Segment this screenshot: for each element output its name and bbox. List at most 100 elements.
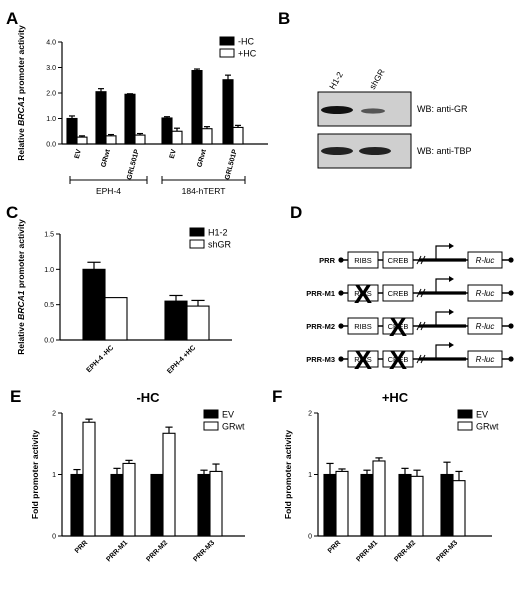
legend-label: -HC [238, 37, 254, 47]
blot-band-gr-h12 [321, 106, 353, 114]
break-mark [420, 354, 426, 364]
y-tick-label: 0.5 [44, 302, 54, 309]
bar-s1 [191, 70, 203, 145]
construct-end-dot [508, 323, 514, 329]
bar-s2 [372, 460, 386, 537]
y-tick-label: 2 [52, 411, 56, 418]
ribs-box [347, 350, 379, 368]
legend-swatch [189, 239, 205, 249]
category-label: EV [169, 148, 178, 159]
ribs-label: RIBS [354, 322, 372, 331]
legend-swatch [203, 409, 219, 419]
y-tick-label: 0.0 [44, 338, 54, 345]
bar-s2 [232, 126, 244, 145]
mutation-x-icon: X [354, 279, 372, 309]
y-tick-label: 0.0 [46, 142, 56, 149]
panel-label-c: C [6, 203, 18, 222]
y-axis-label: Fold promoter activity [283, 430, 293, 520]
tss-arrow-icon [435, 344, 449, 359]
panel-label-a: A [6, 9, 18, 28]
ribs-box [347, 317, 379, 335]
reporter-box [467, 317, 503, 335]
break-mark [420, 255, 426, 265]
ribs-box [347, 251, 379, 269]
bar-s1 [161, 117, 173, 145]
group-label: EPH-4 [96, 186, 121, 196]
blot-row-label-tbp: WB: anti-TBP [417, 146, 472, 156]
bar-s2 [201, 128, 213, 145]
tss-arrowhead-icon [449, 342, 454, 348]
legend-swatch [189, 227, 205, 237]
y-tick-label: 2.0 [46, 91, 56, 98]
bar-s2 [171, 130, 183, 145]
panel-label-f: F [272, 387, 282, 406]
construct-row: PRR-M1 RIBS CREB R-luc X [306, 276, 514, 309]
bar-s1 [110, 473, 124, 537]
ribs-label: RIBS [354, 289, 372, 298]
bar-s1 [82, 268, 106, 341]
y-axis-label: Relative BRCA1 promoter activity [16, 25, 26, 161]
western-blot-panel: H1-2 shGR WB: anti-GR WB: anti-TBP [317, 67, 472, 169]
bar-s2 [105, 135, 117, 145]
legend-swatch [219, 36, 235, 46]
category-label: GRwt [100, 148, 112, 168]
y-tick-label: 3.0 [46, 65, 56, 72]
reporter-label: R-luc [476, 322, 495, 331]
panel-label-e: E [10, 387, 21, 406]
bar-s1 [197, 473, 211, 537]
bar-s1 [323, 473, 337, 537]
bar-s2 [76, 136, 88, 145]
bar-s1 [440, 473, 454, 537]
bar-s1 [124, 93, 136, 145]
bar-s2 [452, 480, 466, 537]
break-mark [416, 354, 422, 364]
y-tick-label: 0 [308, 534, 312, 541]
ribs-label: RIBS [354, 355, 372, 364]
chart-title: +HC [382, 390, 409, 405]
construct-row: PRR RIBS CREB R-luc [319, 243, 514, 269]
mutation-x-icon: X [389, 345, 407, 375]
legend-label: GRwt [476, 422, 499, 432]
y-axis-label-part: Relative [16, 126, 26, 161]
y-axis-label-part: BRCA1 [16, 290, 26, 320]
break-mark [416, 288, 422, 298]
creb-label: CREB [388, 289, 409, 298]
y-axis-label-part: promoter activity [16, 219, 26, 291]
legend-swatch [219, 48, 235, 58]
break-mark [416, 321, 422, 331]
reporter-box [467, 251, 503, 269]
bar-s1 [70, 473, 84, 537]
legend-label: H1-2 [208, 228, 228, 238]
construct-end-dot [508, 257, 514, 263]
reporter-box [467, 284, 503, 302]
y-tick-label: 2 [308, 411, 312, 418]
bar-s2 [209, 470, 223, 537]
blot-band-tbp-shgr [359, 147, 391, 155]
legend-label: shGR [208, 240, 232, 250]
break-mark [416, 255, 422, 265]
y-tick-label: 1.0 [44, 267, 54, 274]
construct-name: PRR-M2 [306, 322, 335, 331]
reporter-label: R-luc [476, 256, 495, 265]
legend-swatch [203, 421, 219, 431]
bar-s1 [164, 300, 188, 341]
y-tick-label: 0 [52, 534, 56, 541]
bar-s1 [150, 473, 164, 537]
y-axis-label: Fold promoter activity [30, 430, 40, 520]
bar-s2 [410, 475, 424, 537]
legend-swatch [457, 421, 473, 431]
y-axis-label: Relative BRCA1 promoter activity [16, 219, 26, 355]
construct-name: PRR-M3 [306, 355, 335, 364]
construct-row: PRR-M3 RIBS CREB R-luc X X [306, 342, 514, 375]
reporter-box [467, 350, 503, 368]
legend-label: EV [222, 410, 234, 420]
bar-s2 [82, 421, 96, 537]
bar-s2 [186, 305, 210, 341]
bar-s2 [122, 462, 136, 537]
y-axis-label-part: Relative [16, 320, 26, 355]
bar-s2 [134, 134, 146, 145]
tss-arrow-icon [435, 278, 449, 293]
mutation-x-icon: X [354, 345, 372, 375]
y-tick-label: 1 [52, 472, 56, 479]
y-axis-label-part: BRCA1 [16, 96, 26, 126]
